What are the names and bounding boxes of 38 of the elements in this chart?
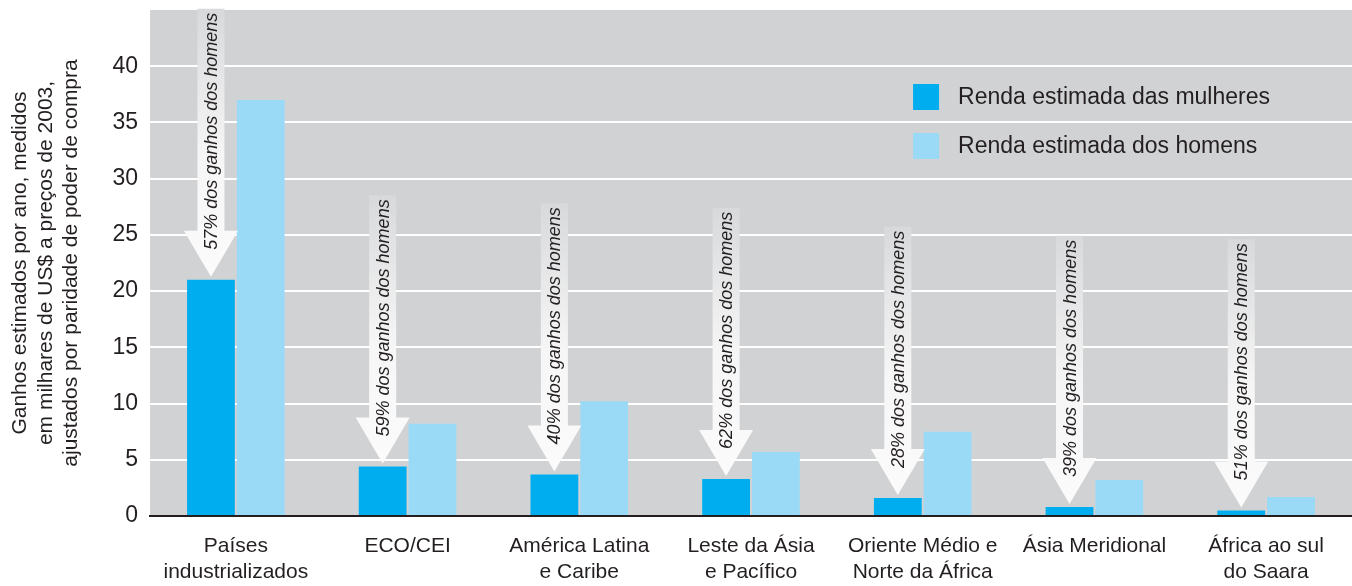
- y-tick-label: 25: [112, 220, 138, 247]
- y-tick-label: 20: [112, 276, 138, 303]
- y-axis-title: Ganhos estimados por ano, medidos em milhares de US$ a preços de 2003, ajustados por paridade de poder de compra: [7, 58, 81, 467]
- bar: [923, 431, 972, 515]
- y-tick-label: 35: [112, 107, 138, 134]
- annotation: 59% dos ganhos dos homens: [372, 199, 393, 437]
- bar: [1217, 510, 1266, 515]
- y-tick-label: 15: [112, 332, 138, 359]
- y-tick-label: 0: [125, 501, 138, 528]
- y-tick-label: 40: [112, 51, 138, 78]
- bar: [236, 99, 285, 515]
- annotation: 62% dos ganhos dos homens: [716, 211, 737, 449]
- x-tick-label: Países industrializados: [163, 533, 309, 582]
- x-tick-label: Leste da Ásia e Pacífico: [687, 533, 815, 582]
- annotation: 28% dos ganhos dos homens: [887, 230, 908, 470]
- x-tick-label: Ásia Meridional: [1022, 533, 1167, 557]
- x-tick-label: América Latina e Caribe: [509, 533, 650, 582]
- annotation: 57% dos ganhos dos homens: [200, 12, 221, 250]
- annotation: 40% dos ganhos dos homens: [544, 207, 565, 445]
- bar: [702, 478, 750, 515]
- legend-label: Renda estimada das mulheres: [958, 83, 1270, 110]
- bar: [530, 474, 579, 515]
- y-tick-label: 10: [112, 388, 138, 415]
- x-tick-label: Oriente Médio e Norte da África: [848, 533, 998, 582]
- bar: [752, 451, 800, 515]
- bar: [408, 423, 457, 515]
- annotation: 39% dos ganhos dos homens: [1059, 239, 1080, 477]
- y-tick-label: 30: [112, 164, 138, 191]
- x-tick-label: África ao sul do Saara: [1208, 533, 1324, 582]
- bar: [1267, 496, 1315, 515]
- bar: [1045, 507, 1094, 515]
- x-tick-label: ECO/CEI: [364, 533, 451, 557]
- y-tick-label: 5: [125, 445, 138, 472]
- bar: [1095, 480, 1144, 515]
- legend-label: Renda estimada dos homens: [958, 132, 1258, 159]
- bar: [873, 498, 922, 515]
- bar: [358, 466, 407, 515]
- annotation: 51% dos ganhos dos homens: [1231, 243, 1252, 481]
